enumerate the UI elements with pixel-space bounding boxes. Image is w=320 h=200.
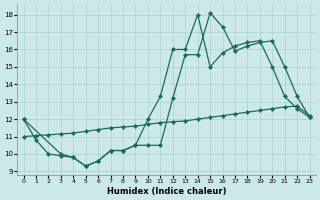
X-axis label: Humidex (Indice chaleur): Humidex (Indice chaleur) <box>107 187 226 196</box>
